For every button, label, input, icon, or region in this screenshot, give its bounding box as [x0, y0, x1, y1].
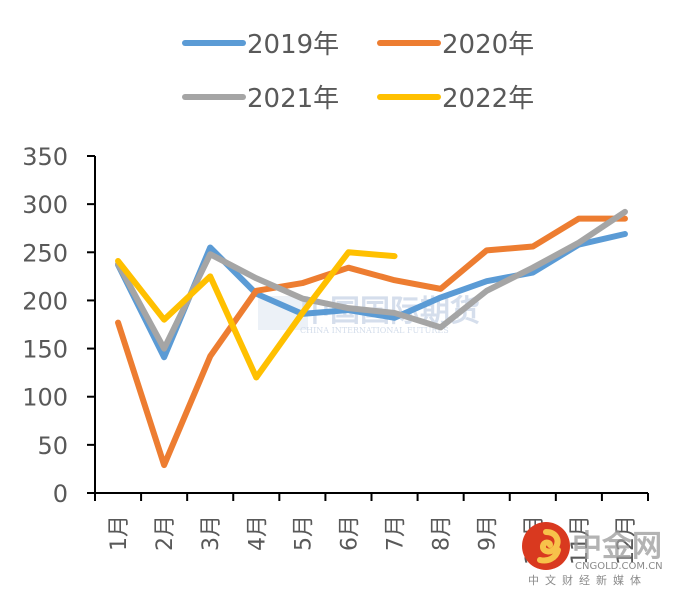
y-tick-label: 100 [22, 384, 68, 412]
series-line-2021年 [115, 208, 628, 352]
logo-swirl-icon [537, 529, 561, 564]
y-tick-label: 200 [22, 287, 68, 315]
y-tick-label: 350 [22, 143, 68, 171]
legend-item: 2020年 [377, 30, 534, 60]
x-tick-label: 9月 [476, 515, 501, 551]
logo-url: CNGOLD.COM.CN [575, 561, 663, 572]
series-group [115, 208, 628, 469]
series-line-2020年 [115, 215, 628, 469]
logo-name: 中金网 [572, 529, 662, 564]
y-tick-label: 300 [22, 191, 68, 219]
x-tick-label: 11月 [568, 515, 593, 565]
legend-label: 2022年 [442, 84, 534, 114]
legend-label: 2021年 [247, 84, 339, 114]
x-tick-label: 7月 [384, 515, 409, 551]
x-axis: 1月2月3月4月5月6月7月8月9月10月11月12月 [94, 492, 649, 565]
watermark-subtext: CHINA INTERNATIONAL FUTURES [300, 326, 449, 335]
x-tick-label: 2月 [153, 515, 178, 551]
cngold-logo: 中金网 CNGOLD.COM.CN 中文财经新媒体 [522, 522, 663, 587]
y-tick-label: 0 [53, 480, 68, 508]
legend-item: 2022年 [377, 84, 534, 114]
x-tick-label: 8月 [430, 515, 455, 551]
y-tick-label: 150 [22, 336, 68, 364]
x-tick-label: 5月 [291, 515, 316, 551]
y-axis: 0 50 100 150 200 250 300 350 [22, 143, 96, 508]
y-tick-label: 50 [37, 432, 68, 460]
x-tick-label: 1月 [107, 515, 132, 551]
legend-label: 2019年 [247, 30, 339, 60]
x-tick-label: 4月 [245, 515, 270, 551]
y-tick-label: 250 [22, 239, 68, 267]
x-tick-label: 3月 [199, 515, 224, 551]
legend-item: 2019年 [182, 30, 339, 60]
x-tick-label: 6月 [337, 515, 362, 551]
legend-item: 2021年 [182, 84, 339, 114]
x-tick-label: 12月 [614, 515, 639, 565]
legend-label: 2020年 [442, 30, 534, 60]
legend: 2019年 2020年 2021年 2022年 [182, 30, 534, 114]
logo-slogan: 中文财经新媒体 [528, 573, 647, 587]
